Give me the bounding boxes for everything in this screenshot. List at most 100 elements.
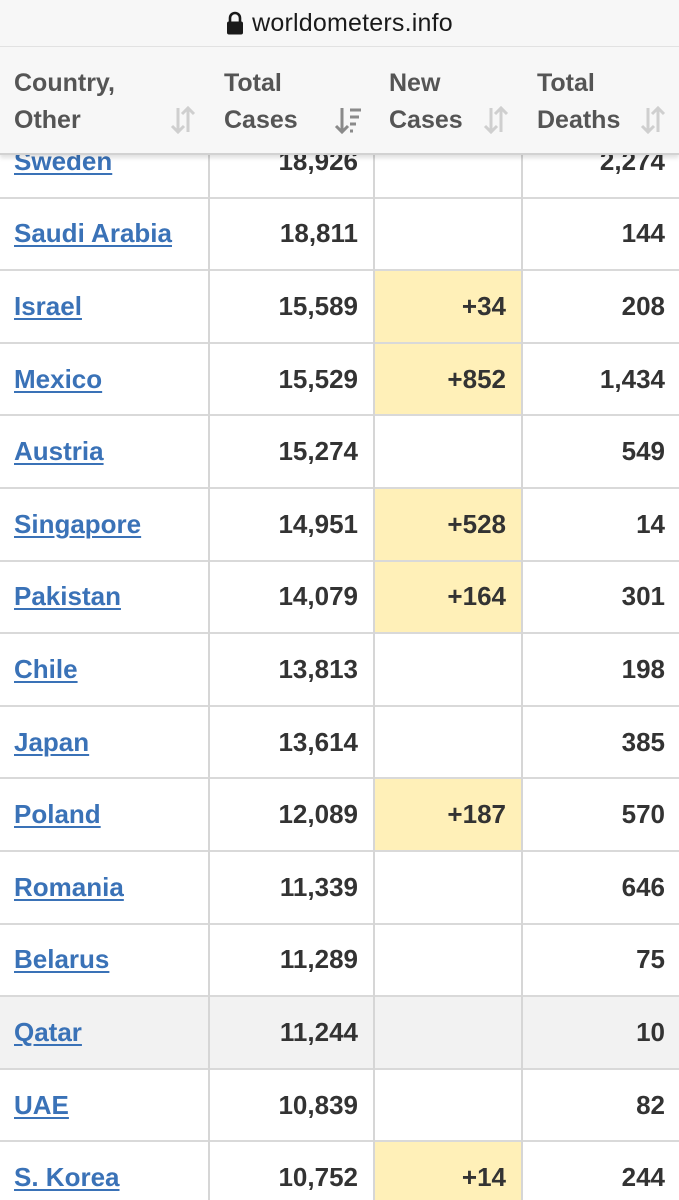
table-row: Pakistan 14,079 +164 301 [0, 561, 679, 635]
header-country[interactable]: Country, Other [0, 47, 209, 154]
total-cases-cell: 11,244 [279, 1016, 358, 1047]
country-cell: Chile [0, 634, 209, 705]
country-cell: S. Korea [0, 1142, 209, 1200]
total-deaths-cell: 208 [621, 290, 665, 321]
country-cell: Qatar [0, 997, 209, 1068]
new-cases-cell: +34 [375, 271, 522, 342]
total-deaths-cell: 75 [636, 944, 665, 975]
table-row: Mexico 15,529 +852 1,434 [0, 343, 679, 417]
country-cell: Mexico [0, 344, 209, 415]
total-deaths-cell: 549 [621, 436, 665, 467]
table-row: Qatar 11,244 10 [0, 997, 679, 1070]
country-link[interactable]: Belarus [14, 944, 110, 975]
country-link[interactable]: Singapore [14, 508, 142, 539]
total-cases-cell: 15,529 [278, 363, 358, 394]
sort-icon[interactable] [639, 105, 667, 135]
total-deaths-cell: 198 [621, 653, 665, 684]
new-cases-cell [375, 416, 522, 487]
country-link[interactable]: Austria [14, 436, 104, 467]
country-cell: Belarus [0, 925, 209, 996]
table-row: S. Korea 10,752 +14 244 [0, 1142, 679, 1200]
total-deaths-cell: 14 [636, 508, 665, 539]
total-cases-cell: 10,752 [278, 1162, 358, 1193]
country-link[interactable]: Pakistan [14, 581, 121, 612]
table-row: Chile 13,813 198 [0, 634, 679, 707]
total-cases-cell: 10,839 [278, 1089, 358, 1120]
column-divider [521, 46, 523, 1200]
country-link[interactable]: UAE [14, 1089, 69, 1120]
total-cases-cell: 18,811 [279, 218, 358, 249]
header-total-deaths[interactable]: Total Deaths [523, 47, 679, 154]
country-cell: Israel [0, 271, 209, 342]
coronavirus-cases-table: Country, Other Total Cases New Cases [0, 46, 679, 1200]
country-link[interactable]: Romania [14, 871, 124, 902]
country-link[interactable]: Japan [14, 726, 90, 757]
total-cases-cell: 15,589 [278, 290, 358, 321]
new-cases-cell: +14 [375, 1142, 522, 1200]
country-link[interactable]: Israel [14, 290, 82, 321]
new-cases-cell: +164 [375, 561, 522, 633]
table-row: Romania 11,339 646 [0, 852, 679, 925]
total-cases-cell: 14,079 [278, 581, 358, 612]
total-deaths-cell: 570 [621, 799, 665, 830]
country-link[interactable]: Mexico [14, 363, 103, 394]
table-header: Country, Other Total Cases New Cases [0, 46, 679, 155]
new-cases-cell [375, 199, 522, 270]
total-deaths-cell: 10 [636, 1016, 665, 1047]
country-cell: Saudi Arabia [0, 199, 209, 270]
country-cell: Japan [0, 707, 209, 778]
country-cell: Singapore [0, 489, 209, 560]
new-cases-cell: +528 [375, 489, 522, 560]
country-cell: UAE [0, 1070, 209, 1141]
country-link[interactable]: S. Korea [14, 1162, 120, 1193]
table-row: Japan 13,614 385 [0, 707, 679, 780]
table-row: Austria 15,274 549 [0, 416, 679, 489]
total-cases-cell: 13,614 [278, 726, 358, 757]
total-deaths-cell: 244 [621, 1162, 665, 1193]
total-deaths-cell: 82 [636, 1089, 665, 1120]
header-total-cases[interactable]: Total Cases [210, 47, 374, 154]
table-row: Israel 15,589 +34 208 [0, 271, 679, 344]
new-cases-cell: +187 [375, 779, 522, 850]
new-cases-cell [375, 997, 522, 1068]
new-cases-cell [375, 634, 522, 705]
new-cases-cell [375, 925, 522, 996]
sort-desc-icon[interactable] [334, 105, 362, 135]
new-cases-cell: +852 [375, 343, 522, 415]
column-divider [373, 46, 375, 1200]
table-row: Singapore 14,951 +528 14 [0, 489, 679, 562]
country-cell: Austria [0, 416, 209, 487]
total-deaths-cell: 1,434 [599, 363, 665, 394]
new-cases-cell [375, 852, 522, 923]
total-cases-cell: 12,089 [278, 799, 358, 830]
table-row: UAE 10,839 82 [0, 1070, 679, 1143]
country-cell: Poland [0, 779, 209, 850]
total-cases-cell: 11,339 [279, 871, 358, 902]
total-cases-cell: 14,951 [278, 508, 358, 539]
total-cases-cell: 11,289 [279, 944, 358, 975]
column-divider [208, 46, 210, 1200]
table-row: Saudi Arabia 18,811 144 [0, 199, 679, 272]
country-link[interactable]: Poland [14, 799, 101, 830]
total-deaths-cell: 301 [621, 581, 665, 612]
lock-icon [226, 11, 244, 35]
sort-icon[interactable] [482, 105, 510, 135]
total-deaths-cell: 144 [621, 218, 665, 249]
header-new-cases[interactable]: New Cases [375, 47, 522, 154]
country-link[interactable]: Saudi Arabia [14, 218, 172, 249]
total-cases-cell: 15,274 [278, 436, 358, 467]
country-link[interactable]: Chile [14, 653, 78, 684]
country-cell: Romania [0, 852, 209, 923]
sort-icon[interactable] [169, 105, 197, 135]
table-row: Belarus 11,289 75 [0, 925, 679, 998]
country-link[interactable]: Qatar [14, 1016, 82, 1047]
total-deaths-cell: 385 [621, 726, 665, 757]
total-deaths-cell: 646 [621, 871, 665, 902]
new-cases-cell [375, 707, 522, 778]
address-bar[interactable]: worldometers.info [0, 0, 679, 46]
new-cases-cell [375, 1070, 522, 1141]
table-row: Poland 12,089 +187 570 [0, 779, 679, 852]
url-text: worldometers.info [252, 8, 453, 37]
total-cases-cell: 13,813 [278, 653, 358, 684]
country-cell: Pakistan [0, 562, 209, 633]
